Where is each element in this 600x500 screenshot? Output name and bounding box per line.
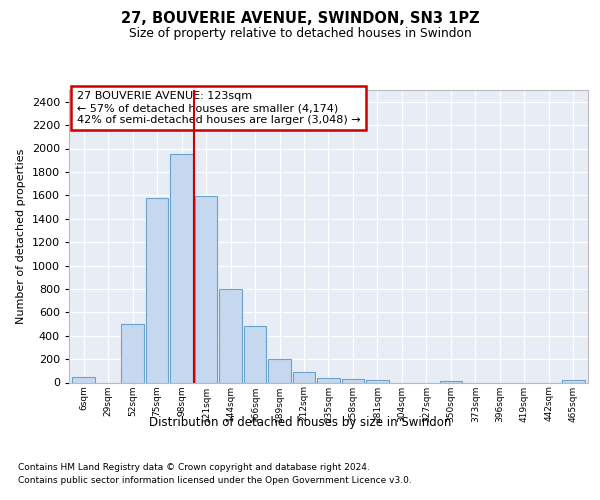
Text: 27, BOUVERIE AVENUE, SWINDON, SN3 1PZ: 27, BOUVERIE AVENUE, SWINDON, SN3 1PZ xyxy=(121,11,479,26)
Text: Contains HM Land Registry data © Crown copyright and database right 2024.: Contains HM Land Registry data © Crown c… xyxy=(18,464,370,472)
Text: Distribution of detached houses by size in Swindon: Distribution of detached houses by size … xyxy=(149,416,451,429)
Bar xyxy=(562,380,584,382)
Text: Size of property relative to detached houses in Swindon: Size of property relative to detached ho… xyxy=(128,28,472,40)
Bar xyxy=(146,198,169,382)
Bar xyxy=(366,380,389,382)
Bar xyxy=(317,378,340,382)
Bar xyxy=(121,324,144,382)
Bar xyxy=(244,326,266,382)
Bar xyxy=(220,289,242,382)
Bar xyxy=(342,379,364,382)
Bar xyxy=(195,196,217,382)
Text: Contains public sector information licensed under the Open Government Licence v3: Contains public sector information licen… xyxy=(18,476,412,485)
Bar xyxy=(293,372,315,382)
Bar xyxy=(440,380,462,382)
Bar xyxy=(73,376,95,382)
Text: 27 BOUVERIE AVENUE: 123sqm
← 57% of detached houses are smaller (4,174)
42% of s: 27 BOUVERIE AVENUE: 123sqm ← 57% of deta… xyxy=(77,92,361,124)
Y-axis label: Number of detached properties: Number of detached properties xyxy=(16,148,26,324)
Bar xyxy=(268,359,291,382)
Bar xyxy=(170,154,193,382)
